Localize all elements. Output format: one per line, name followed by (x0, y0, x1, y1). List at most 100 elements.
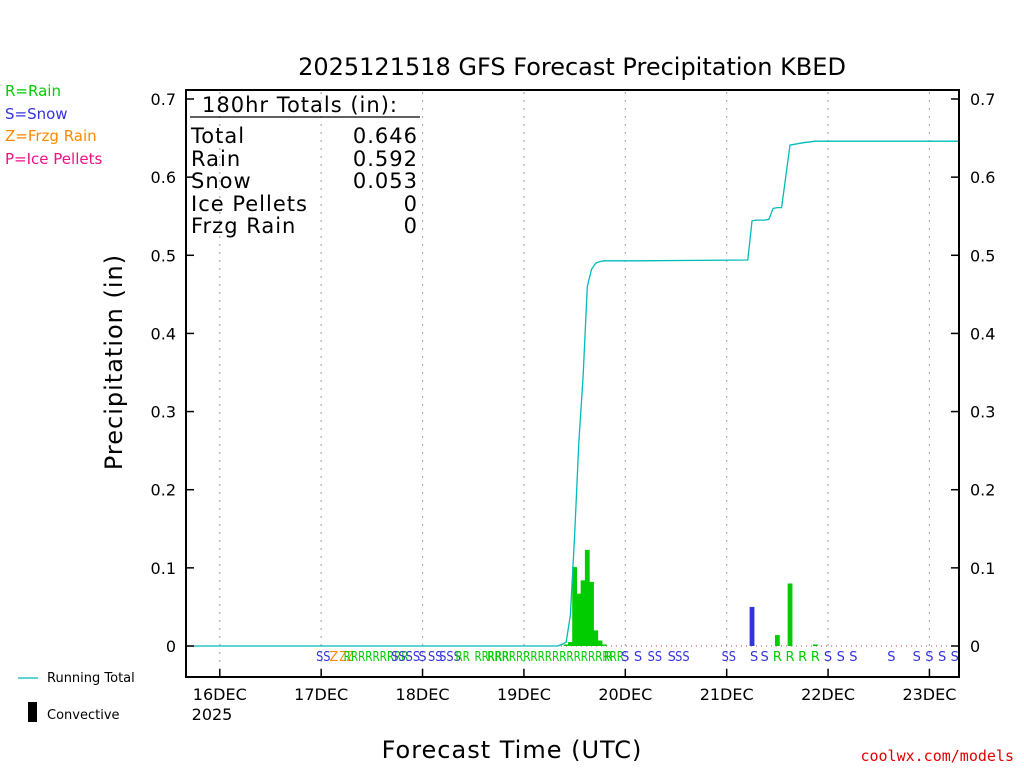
bar-snow-10 (749, 606, 755, 646)
y-tick-label-right-3: 0.3 (970, 403, 995, 422)
ptype-mark-0: SS (316, 650, 330, 665)
ptype-mark-7: SSS (439, 650, 461, 665)
ptype-mark-24: R (811, 650, 820, 665)
y-tick-label-right-7: 0.7 (970, 90, 995, 109)
y-tick-label-right-5: 0.5 (970, 246, 995, 265)
bar-rain-2 (572, 567, 578, 646)
ptype-mark-29: S (913, 650, 921, 665)
ptype-mark-13: S (621, 650, 629, 665)
legend-frzg-rain: Z=Frzg Rain (5, 127, 97, 145)
bar-rain-6 (589, 581, 594, 646)
ptype-mark-5: S (418, 650, 426, 665)
vertical-gridlines (186, 92, 959, 675)
bar-rain-13 (812, 644, 818, 646)
ptype-mark-28: S (887, 650, 895, 665)
ptype-mark-32: S (951, 650, 959, 665)
y-tick-label-left-4: 0.4 (151, 324, 176, 343)
bottom-legend: Running Total Convective (18, 671, 135, 723)
y-tick-label-right-6: 0.6 (970, 168, 995, 187)
totals-label-rain: Rain (191, 147, 241, 171)
ptype-mark-2: ZZ (339, 650, 353, 665)
y-tick-label-left-1: 0.1 (151, 559, 176, 578)
bar-rain-0 (563, 644, 569, 646)
bar-rain-11 (774, 635, 780, 646)
ptype-mark-31: S (938, 650, 946, 665)
ptype-mark-23: R (798, 650, 807, 665)
ptype-mark-26: S (837, 650, 845, 665)
ptype-mark-4: SSSS (391, 650, 420, 665)
ptype-mark-21: R (773, 650, 782, 665)
ptype-mark-25: S (824, 650, 832, 665)
ptype-mark-22: R (786, 650, 795, 665)
y-tick-label-left-5: 0.5 (151, 246, 176, 265)
ptype-mark-20: S (761, 650, 769, 665)
ptype-mark-27: S (849, 650, 857, 665)
legend-snow: S=Snow (5, 105, 68, 123)
ptype-mark-3: RRRRRRRRR (344, 650, 409, 665)
x-tick-label-19dec: 19DEC (497, 685, 551, 704)
y-tick-label-right-2: 0.2 (970, 481, 995, 500)
totals-label-snow: Snow (191, 169, 252, 193)
ptype-legend: R=Rain S=Snow Z=Frzg Rain P=Ice Pellets (5, 82, 102, 168)
plot-frame (185, 89, 960, 678)
legend-rain: R=Rain (5, 82, 61, 100)
y-tick-label-right-1: 0.1 (970, 559, 995, 578)
ptype-mark-12: R (604, 650, 613, 665)
bar-rain-3 (576, 593, 582, 646)
y-axis-label: Precipitation (in) (100, 254, 128, 470)
x-tick-label-17dec: 17DEC (294, 685, 348, 704)
totals-value-snow: 0.053 (353, 169, 418, 193)
totals-label-total: Total (190, 124, 245, 148)
ptype-mark-9: RR (474, 650, 488, 665)
y-axis-ticks: 0 00.1 0.10.2 0.20.3 0.30.4 0.40.5 0.50.6 0.60.… (151, 90, 996, 656)
bar-rain-7 (593, 630, 599, 646)
x-tick-label-20dec: 20DEC (598, 685, 652, 704)
ptype-mark-30: S (925, 650, 933, 665)
running-total-legend-label: Running Total (47, 671, 135, 686)
x-tick-label-21dec: 21DEC (700, 685, 754, 704)
y-tick-label-left-3: 0.3 (151, 403, 176, 422)
bar-rain-12 (787, 583, 793, 646)
y-tick-label-left-6: 0.6 (151, 168, 176, 187)
ptype-mark-19: S (750, 650, 758, 665)
ptype-mark-15: SS (648, 650, 662, 665)
totals-label-ice-pellets: Ice Pellets (191, 192, 308, 216)
x-tick-label-18dec: 18DEC (396, 685, 450, 704)
legend-ice-pellets: P=Ice Pellets (5, 150, 102, 168)
bar-rain-4 (580, 580, 586, 646)
ptype-mark-10: RRR (488, 650, 510, 665)
ptype-mark-18: SS (722, 650, 736, 665)
x-axis-ticks: 16DEC 17DEC 18DEC 19DEC 20DEC 21DEC 22DEC 23DEC (193, 669, 956, 704)
y-tick-label-right-0: 0 (970, 637, 980, 656)
totals-box: 180hr Totals (in): Total 0.646 Rain 0.59… (190, 93, 420, 238)
totals-label-frzg-rain: Frzg Rain (191, 214, 296, 238)
bar-rain-5 (584, 549, 590, 646)
bar-rain-8 (597, 640, 603, 646)
ptype-mark-8: RR (455, 650, 469, 665)
totals-value-ice-pellets: 0 (404, 192, 418, 216)
convective-swatch (28, 702, 37, 722)
y-tick-label-left-2: 0.2 (151, 481, 176, 500)
totals-value-total: 0.646 (353, 124, 418, 148)
precip-bars (563, 549, 818, 646)
ptype-mark-11: RRRRRRRRRRRRRRRRRRR (487, 650, 624, 665)
bar-rain-1 (567, 642, 573, 646)
totals-value-frzg-rain: 0 (404, 214, 418, 238)
totals-value-rain: 0.592 (353, 147, 418, 171)
y-tick-label-left-7: 0.7 (151, 90, 176, 109)
y-tick-label-left-0: 0 (166, 637, 176, 656)
running-total-line (186, 140, 959, 647)
convective-legend-label: Convective (47, 708, 120, 723)
x-tick-label-23dec: 23DEC (902, 685, 956, 704)
chart-title: 2025121518 GFS Forecast Precipitation KB… (298, 53, 846, 81)
y-tick-label-right-4: 0.4 (970, 324, 995, 343)
bar-rain-9 (601, 644, 607, 646)
x-tick-label-16dec: 16DEC (193, 685, 247, 704)
ptype-mark-6: SS (428, 650, 442, 665)
ptype-mark-1: Z (329, 650, 338, 665)
source-url: coolwx.com/models (860, 747, 1014, 765)
totals-title: 180hr Totals (in): (202, 93, 398, 117)
ptype-mark-16: S (668, 650, 676, 665)
